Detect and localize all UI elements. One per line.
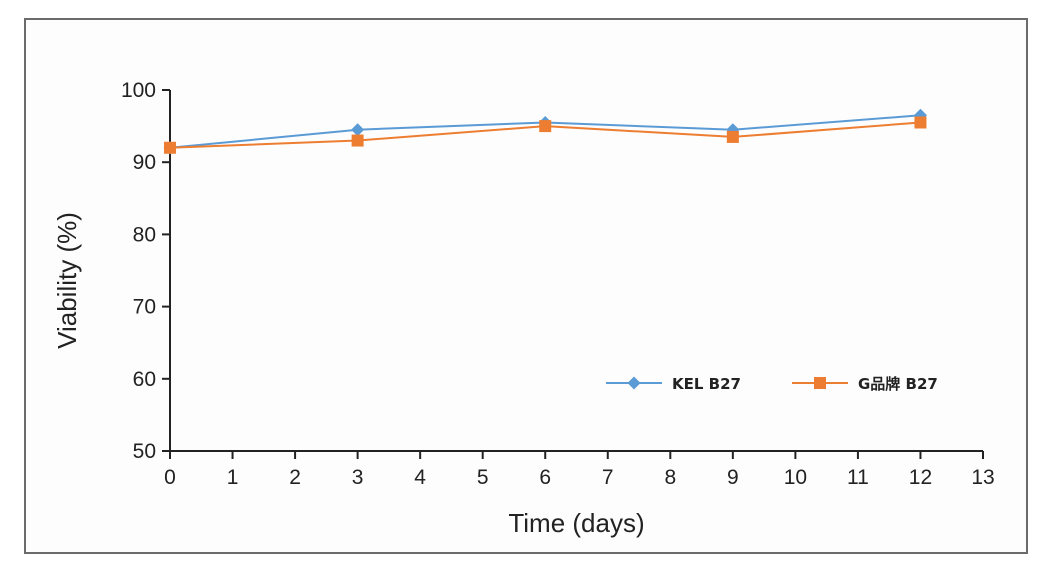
y-tick-label: 80 — [133, 223, 156, 246]
x-tick-label: 10 — [784, 466, 807, 489]
legend-label: KEL B27 — [672, 375, 741, 393]
x-tick-label: 1 — [227, 466, 239, 489]
y-axis-label: Viability (%) — [52, 212, 82, 349]
x-axis-label: Time (days) — [508, 508, 644, 538]
data-point — [351, 134, 364, 147]
data-point — [164, 141, 176, 154]
x-tick-label: 11 — [847, 466, 869, 489]
x-tick-label: 2 — [289, 466, 301, 489]
legend-marker — [627, 376, 641, 390]
data-point — [914, 116, 927, 129]
y-tick-label: 60 — [133, 368, 156, 391]
y-tick-label: 70 — [133, 296, 156, 319]
legend-marker — [814, 377, 826, 389]
data-point — [351, 123, 365, 137]
y-tick-label: 90 — [133, 151, 156, 174]
x-tick-label: 3 — [352, 466, 364, 489]
y-tick-label: 50 — [133, 440, 156, 463]
x-tick-label: 6 — [539, 466, 551, 489]
y-tick-label: 100 — [121, 79, 156, 102]
series-layer — [163, 108, 927, 155]
x-tick-label: 7 — [602, 466, 614, 489]
legend: KEL B27 G品牌 B27 — [606, 375, 938, 393]
legend-label: G品牌 B27 — [858, 375, 938, 393]
x-tick-label: 5 — [477, 466, 489, 489]
series-2 — [164, 116, 927, 154]
data-point — [539, 120, 552, 133]
x-tick-label: 0 — [164, 466, 176, 489]
chart-frame — [24, 18, 1028, 554]
x-tick-label: 13 — [971, 466, 994, 489]
x-tick-label: 12 — [909, 466, 932, 489]
x-tick-label: 8 — [664, 466, 676, 489]
legend-entry: G品牌 B27 — [792, 375, 938, 393]
x-tick-label: 4 — [414, 466, 426, 489]
data-point — [726, 130, 739, 143]
legend-entry: KEL B27 — [606, 375, 741, 393]
x-tick-label: 9 — [727, 466, 739, 489]
